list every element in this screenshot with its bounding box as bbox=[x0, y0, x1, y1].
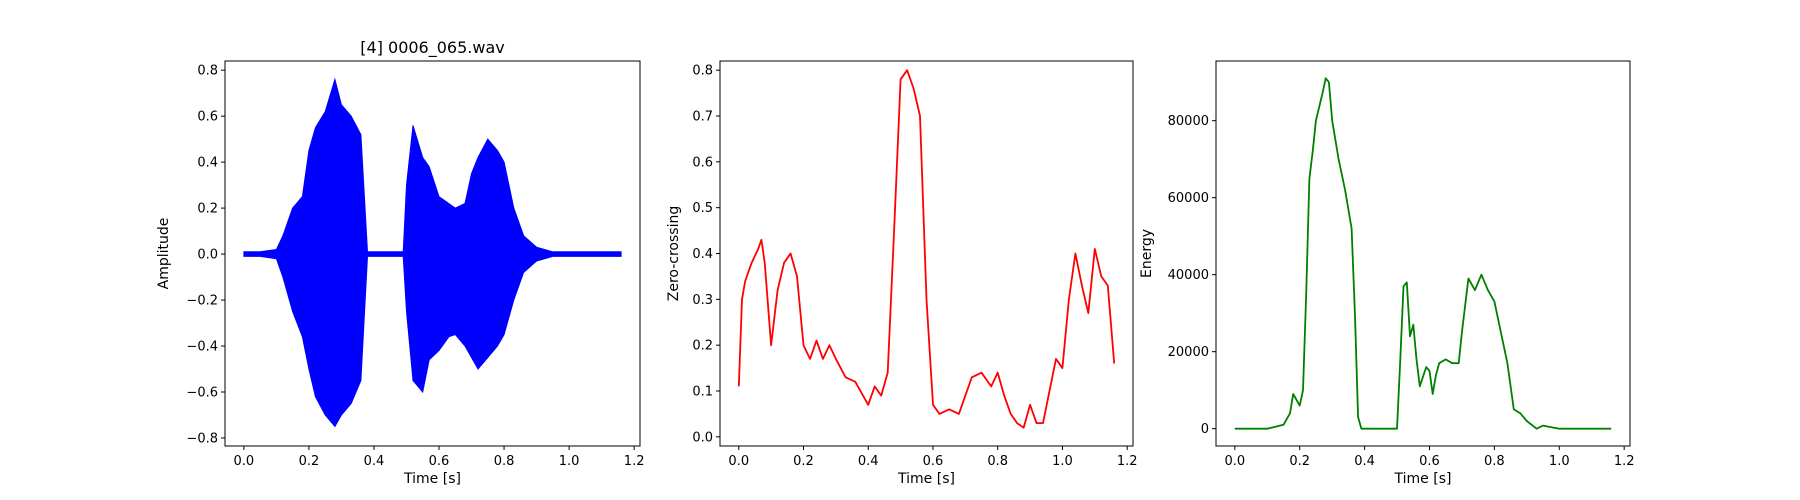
waveform-y-tick-label: 0.0 bbox=[197, 248, 218, 263]
zero-crossing-y-tick-label: 0.5 bbox=[692, 201, 713, 216]
zero-crossing-y-tick-label: 0.3 bbox=[692, 293, 713, 308]
waveform-x-tick-label: 0.2 bbox=[299, 454, 320, 469]
energy-y-tick-label: 0 bbox=[1201, 422, 1209, 437]
energy-axes-frame bbox=[1215, 60, 1631, 447]
waveform-y-tick-label: −0.8 bbox=[186, 431, 218, 446]
energy-x-axis-label: Time [s] bbox=[1394, 471, 1452, 487]
zero-crossing-axes-frame bbox=[719, 60, 1134, 447]
energy-y-tick-label: 40000 bbox=[1168, 268, 1209, 283]
zero-crossing-x-tick-label: 0.2 bbox=[793, 454, 814, 469]
waveform-x-tick-label: 0.8 bbox=[494, 454, 515, 469]
waveform-chart-title: [4] 0006_065.wav bbox=[360, 38, 504, 58]
energy-x-tick-label: 0.4 bbox=[1354, 454, 1375, 469]
waveform-series-envelope bbox=[243, 77, 622, 428]
zero-crossing-y-tick-label: 0.2 bbox=[692, 339, 713, 354]
waveform-x-tick-label: 0.4 bbox=[364, 454, 385, 469]
zero-crossing-panel: 0.0 0.2 0.4 0.6 0.8 1.0 1.2 0.0 0.1 0.2 0.3 0.4 0.5 0… bbox=[666, 60, 1138, 487]
zero-crossing-y-tick-label: 0.0 bbox=[692, 430, 713, 445]
waveform-y-tick-label: −0.4 bbox=[186, 340, 218, 355]
energy-x-tick-label: 0.2 bbox=[1289, 454, 1310, 469]
zero-crossing-x-tick-label: 0.8 bbox=[987, 454, 1008, 469]
energy-x-tick-label: 0.8 bbox=[1484, 454, 1505, 469]
energy-x-tick-label: 1.2 bbox=[1614, 454, 1635, 469]
waveform-x-tick-label: 0.0 bbox=[234, 454, 255, 469]
waveform-axes-frame bbox=[224, 60, 641, 447]
zero-crossing-x-tick-label: 0.0 bbox=[728, 454, 749, 469]
energy-x-tick-label: 0.6 bbox=[1419, 454, 1440, 469]
energy-y-tick-label: 20000 bbox=[1168, 345, 1209, 360]
waveform-x-axis-label: Time [s] bbox=[403, 471, 461, 487]
zero-crossing-x-tick-label: 1.0 bbox=[1052, 454, 1073, 469]
energy-series-line bbox=[1234, 77, 1612, 430]
waveform-y-tick-label: 0.8 bbox=[197, 64, 218, 79]
waveform-y-tick-label: 0.4 bbox=[197, 156, 218, 171]
energy-y-tick-label: 60000 bbox=[1168, 191, 1209, 206]
zero-crossing-y-tick-label: 0.1 bbox=[692, 385, 713, 400]
waveform-y-tick-label: 0.2 bbox=[197, 202, 218, 217]
zero-crossing-y-axis-label: Zero-crossing bbox=[666, 206, 682, 301]
zero-crossing-x-tick-label: 0.4 bbox=[858, 454, 879, 469]
waveform-y-axis-label: Amplitude bbox=[156, 218, 172, 290]
waveform-y-tick-label: −0.6 bbox=[186, 385, 218, 400]
zero-crossing-y-tick-label: 0.6 bbox=[692, 155, 713, 170]
zero-crossing-x-tick-label: 0.6 bbox=[923, 454, 944, 469]
energy-y-axis-label: Energy bbox=[1139, 229, 1155, 278]
zero-crossing-series-line bbox=[737, 69, 1116, 429]
zero-crossing-y-tick-label: 0.8 bbox=[692, 64, 713, 79]
waveform-x-tick-label: 1.2 bbox=[624, 454, 645, 469]
zero-crossing-x-axis-label: Time [s] bbox=[897, 471, 955, 487]
waveform-y-tick-label: −0.2 bbox=[186, 294, 218, 309]
waveform-y-tick-label: 0.6 bbox=[197, 110, 218, 125]
zero-crossing-y-tick-label: 0.4 bbox=[692, 247, 713, 262]
energy-panel: 0.0 0.2 0.4 0.6 0.8 1.0 1.2 0 20000 40000 60000 800… bbox=[1139, 60, 1635, 487]
energy-x-tick-label: 0.0 bbox=[1224, 454, 1245, 469]
waveform-panel: 0.0 0.2 0.4 0.6 0.8 1.0 1.2 −0.8 −0.6 −0.4 −0.2 0.0… bbox=[156, 38, 644, 487]
energy-x-tick-label: 1.0 bbox=[1549, 454, 1570, 469]
waveform-x-tick-label: 0.6 bbox=[429, 454, 450, 469]
zero-crossing-y-tick-label: 0.7 bbox=[692, 110, 713, 125]
waveform-x-tick-label: 1.0 bbox=[559, 454, 580, 469]
energy-y-tick-label: 80000 bbox=[1168, 114, 1209, 129]
zero-crossing-x-tick-label: 1.2 bbox=[1117, 454, 1138, 469]
